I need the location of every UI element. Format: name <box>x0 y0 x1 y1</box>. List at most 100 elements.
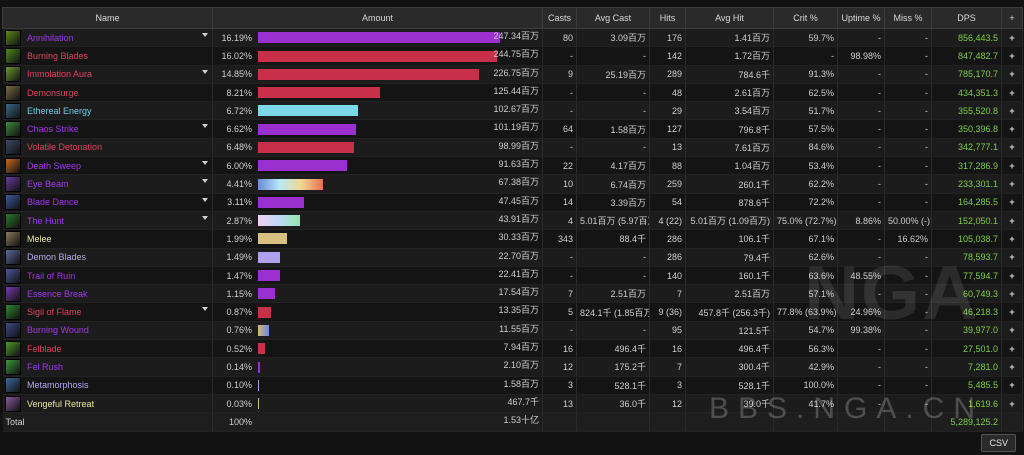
add-row-button[interactable]: + <box>1001 83 1023 103</box>
add-row-button[interactable]: + <box>1001 46 1023 66</box>
spell-name[interactable]: Immolation Aura <box>27 69 93 80</box>
table-row[interactable]: Demonsurge 8.21% 125.44百万 - -48 2.61百万 62.5… <box>2 83 1023 103</box>
table-row[interactable]: Ethereal Energy 6.72% 102.67百万 - -29 3.54百… <box>2 101 1023 121</box>
col-header-uptime[interactable]: Uptime % <box>837 7 885 29</box>
spell-name-cell[interactable]: Vengeful Retreat <box>2 394 213 414</box>
spell-name[interactable]: Death Sweep <box>27 160 82 171</box>
table-row[interactable]: Melee 1.99% 30.33百万 343 88.4千 286 106.1千 67.… <box>2 229 1023 249</box>
spell-name[interactable]: Fel Rush <box>27 361 64 372</box>
add-row-button[interactable]: + <box>1001 211 1023 231</box>
add-row-button[interactable]: + <box>1001 101 1023 121</box>
spell-name-cell[interactable]: Burning Blades <box>2 46 213 66</box>
spell-name[interactable]: Ethereal Energy <box>27 105 92 116</box>
table-row[interactable]: Immolation Aura 14.85% 226.75百万 9 25.19百万… <box>2 65 1023 84</box>
col-header-miss[interactable]: Miss % <box>884 7 932 29</box>
spell-name-cell[interactable]: Volatile Detonation <box>2 138 213 158</box>
table-row[interactable]: Felblade 0.52% 7.94百万 16 496.4千 16 496.4千 56… <box>2 339 1023 359</box>
table-row[interactable]: Vengeful Retreat 0.03% 467.7千 13 36.0千 12 3… <box>2 394 1023 414</box>
spell-name-cell[interactable]: Essence Break <box>2 284 213 304</box>
spell-name-cell[interactable]: Trail of Ruin <box>2 266 213 286</box>
table-row[interactable]: Metamorphosis 0.10% 1.58百万 3 528.1千 3 528.1… <box>2 376 1023 395</box>
add-column-button[interactable]: + <box>1001 7 1023 29</box>
add-row-button[interactable]: + <box>1001 193 1023 212</box>
spell-name[interactable]: The Hunt <box>27 215 65 226</box>
expand-caret-icon[interactable] <box>202 215 208 220</box>
table-row[interactable]: Burning Wound 0.76% 11.55百万 - -95 121.5千 54… <box>2 321 1023 341</box>
table-row[interactable]: Volatile Detonation 6.48% 98.99百万 - -13 7.… <box>2 138 1023 158</box>
spell-name[interactable]: Eye Beam <box>27 179 69 190</box>
spell-name-cell[interactable]: Chaos Strike <box>2 119 213 139</box>
spell-name-cell[interactable]: Sigil of Flame <box>2 302 213 322</box>
spell-name-cell[interactable]: Ethereal Energy <box>2 101 213 121</box>
add-row-button[interactable]: + <box>1001 119 1023 139</box>
table-row[interactable]: Annihilation 16.19% 247.34百万 80 3.09百万 176… <box>2 28 1023 48</box>
spell-name[interactable]: Trail of Ruin <box>27 270 76 281</box>
add-row-button[interactable]: + <box>1001 266 1023 286</box>
spell-name[interactable]: Felblade <box>27 343 62 354</box>
csv-export-button[interactable]: CSV <box>981 434 1016 452</box>
spell-name-cell[interactable]: Demon Blades <box>2 248 213 267</box>
expand-caret-icon[interactable] <box>202 161 208 166</box>
table-row[interactable]: Essence Break 1.15% 17.54百万 7 2.51百万 7 2.51… <box>2 284 1023 304</box>
add-row-button[interactable]: + <box>1001 174 1023 194</box>
spell-name-cell[interactable]: Annihilation <box>2 28 213 48</box>
add-row-button[interactable]: + <box>1001 302 1023 322</box>
spell-name[interactable]: Essence Break <box>27 288 88 299</box>
spell-name-cell[interactable]: Felblade <box>2 339 213 359</box>
spell-name[interactable]: Volatile Detonation <box>27 142 103 153</box>
table-row[interactable]: Fel Rush 0.14% 2.10百万 12 175.2千 7 300.4千 42.… <box>2 357 1023 377</box>
spell-name-cell[interactable]: Metamorphosis <box>2 376 213 395</box>
add-row-button[interactable]: + <box>1001 138 1023 158</box>
spell-name[interactable]: Chaos Strike <box>27 124 79 135</box>
col-header-name[interactable]: Name <box>2 7 213 29</box>
spell-name[interactable]: Sigil of Flame <box>27 307 82 318</box>
spell-name[interactable]: Blade Dance <box>27 197 79 208</box>
spell-name-cell[interactable]: Eye Beam <box>2 174 213 194</box>
add-row-button[interactable]: + <box>1001 321 1023 341</box>
table-row[interactable]: Eye Beam 4.41% 67.38百万 10 6.74百万 259 260.1千… <box>2 174 1023 194</box>
spell-name[interactable]: Melee <box>27 233 52 244</box>
add-row-button[interactable]: + <box>1001 394 1023 414</box>
table-row[interactable]: Demon Blades 1.49% 22.70百万 - -286 79.4千 62.… <box>2 248 1023 267</box>
spell-name-cell[interactable]: Immolation Aura <box>2 65 213 84</box>
table-row[interactable]: Burning Blades 16.02% 244.75百万 - -142 1.72… <box>2 46 1023 66</box>
add-row-button[interactable]: + <box>1001 156 1023 176</box>
spell-name[interactable]: Metamorphosis <box>27 380 89 391</box>
spell-name[interactable]: Demon Blades <box>27 252 87 263</box>
expand-caret-icon[interactable] <box>202 124 208 129</box>
col-header-amount[interactable]: Amount <box>212 7 543 29</box>
table-row[interactable]: Death Sweep 6.00% 91.63百万 22 4.17百万 88 1.04… <box>2 156 1023 176</box>
col-header-avg-cast[interactable]: Avg Cast <box>576 7 650 29</box>
expand-caret-icon[interactable] <box>202 307 208 312</box>
expand-caret-icon[interactable] <box>202 33 208 37</box>
table-row[interactable]: Sigil of Flame 0.87% 13.35百万 5 824.1千 (1.… <box>2 302 1023 322</box>
add-row-button[interactable]: + <box>1001 65 1023 84</box>
col-header-avg-hit[interactable]: Avg Hit <box>685 7 774 29</box>
spell-name-cell[interactable]: Demonsurge <box>2 83 213 103</box>
col-header-dps[interactable]: DPS <box>931 7 1002 29</box>
expand-caret-icon[interactable] <box>202 179 208 184</box>
col-header-casts[interactable]: Casts <box>542 7 577 29</box>
add-row-button[interactable]: + <box>1001 28 1023 48</box>
table-row[interactable]: The Hunt 2.87% 43.91百万 45.01百万 (5.97百万)4… <box>2 211 1023 231</box>
spell-name-cell[interactable]: Fel Rush <box>2 357 213 377</box>
spell-name-cell[interactable]: Melee <box>2 229 213 249</box>
spell-name[interactable]: Burning Wound <box>27 325 89 336</box>
col-header-hits[interactable]: Hits <box>649 7 686 29</box>
add-row-button[interactable]: + <box>1001 357 1023 377</box>
spell-name-cell[interactable]: The Hunt <box>2 211 213 231</box>
spell-name[interactable]: Demonsurge <box>27 87 79 98</box>
table-row[interactable]: Trail of Ruin 1.47% 22.41百万 - -140 160.1千 6… <box>2 266 1023 286</box>
spell-name-cell[interactable]: Burning Wound <box>2 321 213 341</box>
add-row-button[interactable]: + <box>1001 229 1023 249</box>
table-row[interactable]: Chaos Strike 6.62% 101.19百万 64 1.58百万 127 7… <box>2 119 1023 139</box>
expand-caret-icon[interactable] <box>202 69 208 74</box>
add-row-button[interactable]: + <box>1001 339 1023 359</box>
expand-caret-icon[interactable] <box>202 197 208 202</box>
spell-name[interactable]: Annihilation <box>27 32 74 43</box>
spell-name[interactable]: Burning Blades <box>27 50 89 61</box>
spell-name-cell[interactable]: Blade Dance <box>2 193 213 212</box>
spell-name[interactable]: Vengeful Retreat <box>27 398 95 409</box>
col-header-crit[interactable]: Crit % <box>773 7 838 29</box>
add-row-button[interactable]: + <box>1001 376 1023 395</box>
